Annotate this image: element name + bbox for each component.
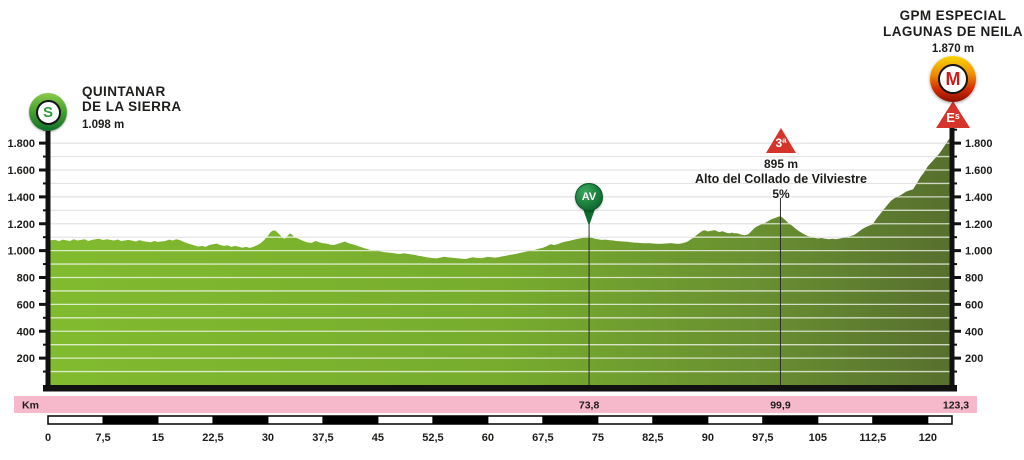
- climb-cat3-elevation: 895 m: [763, 157, 799, 171]
- distance-scale-bar: [47, 415, 953, 425]
- scale-tick-label: 112,5: [859, 432, 886, 444]
- finish-label-block: GPM ESPECIAL LAGUNAS DE NEILA 1.870 m: [843, 8, 1024, 58]
- y-axis-label-right: 1.200: [965, 219, 993, 231]
- scale-tick-label: 0: [45, 432, 51, 444]
- start-name-line2: DE LA SIERRA: [82, 99, 182, 114]
- scale-outline: [47, 415, 953, 425]
- scale-tick-label: 105: [809, 432, 827, 444]
- scale-tick-label: 82,5: [642, 432, 663, 444]
- y-axis-label-left: 1.400: [7, 192, 35, 204]
- feed-zone-badge-label: AV: [581, 191, 597, 203]
- axis-ticks: 200 200 400 400 600 600 800 800 1.000 1.000 1.200 1…: [7, 128, 993, 373]
- y-axis-label-right: 600: [965, 299, 983, 311]
- km-bar-value: 73,8: [579, 400, 600, 412]
- scale-tick-label: 22,5: [202, 432, 223, 444]
- km-bar-background: [14, 396, 977, 413]
- scale-tick-label: 97,5: [752, 432, 773, 444]
- km-bar-value: 123,3: [943, 400, 969, 412]
- y-axis-label-right: 1.600: [965, 165, 993, 177]
- scale-segment: [707, 415, 764, 425]
- scale-segment: [817, 415, 874, 425]
- scale-segment: [542, 415, 599, 425]
- y-axis-label-left: 200: [17, 353, 35, 365]
- scale-segment: [102, 415, 159, 425]
- start-badge-letter: S: [35, 99, 61, 125]
- y-axis-label-left: 600: [17, 299, 35, 311]
- scale-segment: [487, 415, 544, 425]
- scale-tick-label: 15: [152, 432, 164, 444]
- y-axis-label-right: 1.000: [965, 246, 993, 258]
- scale-tick-label: 120: [919, 432, 937, 444]
- scale-segment: [927, 415, 953, 425]
- y-axis-label-left: 800: [17, 273, 35, 285]
- scale-segment: [762, 415, 819, 425]
- y-axis-label-left: 1.800: [7, 138, 35, 150]
- finish-title-line1: GPM ESPECIAL: [899, 8, 1007, 23]
- scale-tick-label: 75: [592, 432, 604, 444]
- scale-segment: [652, 415, 709, 425]
- scale-tick-label: 7,5: [95, 432, 110, 444]
- scale-tick-label: 67,5: [532, 432, 553, 444]
- scale-segment: [377, 415, 434, 425]
- finish-elevation: 1.870 m: [931, 43, 975, 55]
- scale-segment: [322, 415, 379, 425]
- km-bar-value: 99,9: [770, 400, 791, 412]
- climb-cat3-block: 3ª 895 m Alto del Collado de Vilviestre …: [661, 128, 901, 202]
- finish-badge-letter: M: [938, 64, 968, 94]
- scale-tick-label: 60: [482, 432, 494, 444]
- km-bar-unit-label: Km: [22, 400, 39, 412]
- scale-segment: [47, 415, 104, 425]
- start-label-block: QUINTANAR DE LA SIERRA 1.098 m: [82, 84, 182, 133]
- y-axis-label-left: 400: [17, 326, 35, 338]
- finish-badge: M: [930, 56, 976, 102]
- y-axis-label-right: 1.400: [965, 192, 993, 204]
- scale-segment: [157, 415, 214, 425]
- y-axis-label-left: 1.000: [7, 246, 35, 258]
- scale-segment: [212, 415, 269, 425]
- y-axis-label-right: 200: [965, 353, 983, 365]
- finish-category-icon-label: Eˢ: [946, 110, 960, 125]
- scale-segment: [432, 415, 489, 425]
- scale-tick-label: 52,5: [422, 432, 443, 444]
- scale-tick-label: 90: [702, 432, 714, 444]
- elevation-profile: [48, 133, 952, 385]
- y-axis-label-right: 1.800: [965, 138, 993, 150]
- feed-zone-badge: AV: [575, 183, 603, 211]
- climb-cat3-icon-label: 3ª: [775, 136, 787, 150]
- climb-cat3-gradient: 5%: [772, 187, 790, 201]
- scale-tick-label: 37,5: [312, 432, 333, 444]
- start-badge: S: [29, 93, 67, 131]
- y-axis-label-right: 400: [965, 326, 983, 338]
- km-bar: Km 73,8 99,9 123,3: [14, 396, 977, 413]
- start-name-line1: QUINTANAR: [82, 84, 166, 99]
- climb-cat3-name: Alto del Collado de Vilviestre: [694, 172, 868, 186]
- scale-tick-label: 45: [372, 432, 384, 444]
- y-axis-label-right: 800: [965, 273, 983, 285]
- start-elevation: 1.098 m: [82, 119, 125, 131]
- y-axis-label-left: 1.200: [7, 219, 35, 231]
- scale-segment: [267, 415, 324, 425]
- scale-segment: [872, 415, 929, 425]
- finish-title-line2: LAGUNAS DE NEILA: [883, 23, 1023, 39]
- y-axis-label-left: 1.600: [7, 165, 35, 177]
- scale-segment: [597, 415, 654, 425]
- baseline-bar: [43, 385, 957, 392]
- climb-cat3-icon: 3ª: [766, 128, 796, 153]
- scale-tick-label: 30: [262, 432, 274, 444]
- scale-tick-labels: 0 7,5 15 22,5 30 37,5 45 52,5 60 67,5 75 82,5 90 97,5…: [45, 432, 937, 444]
